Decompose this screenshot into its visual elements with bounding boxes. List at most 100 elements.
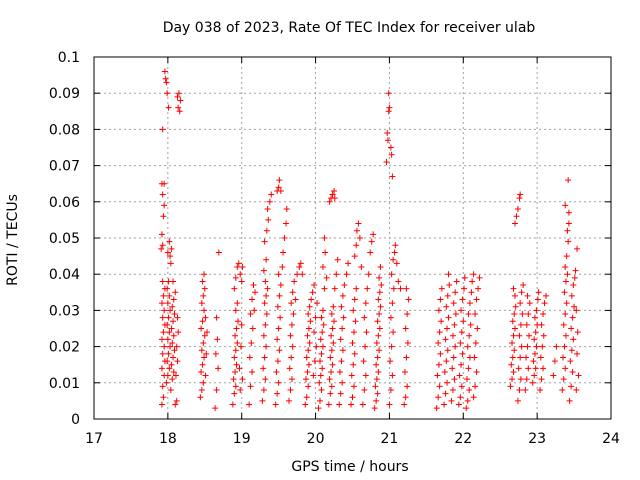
data-point <box>171 311 178 318</box>
data-point <box>231 285 238 292</box>
data-point <box>322 249 329 256</box>
data-point <box>247 383 254 390</box>
data-point <box>450 354 457 361</box>
data-point <box>329 361 336 368</box>
data-point <box>436 329 443 336</box>
data-point <box>516 332 523 339</box>
data-point <box>161 202 168 209</box>
data-point <box>374 354 381 361</box>
data-point <box>304 332 311 339</box>
data-point <box>465 365 472 372</box>
y-tick-label: 0.07 <box>49 159 80 175</box>
data-point <box>509 339 516 346</box>
data-point <box>466 332 473 339</box>
data-point <box>158 300 165 307</box>
data-point <box>168 245 175 252</box>
data-point <box>279 263 286 270</box>
data-point <box>517 376 524 383</box>
data-point <box>203 350 210 357</box>
data-point <box>538 376 545 383</box>
data-point <box>550 372 557 379</box>
data-point <box>445 314 452 321</box>
data-point <box>164 90 171 97</box>
data-point <box>277 314 284 321</box>
data-point <box>524 292 531 299</box>
data-point <box>315 405 322 412</box>
data-point <box>561 343 568 350</box>
data-point <box>170 278 177 285</box>
data-point <box>507 383 514 390</box>
data-point <box>387 387 394 394</box>
data-point <box>390 256 397 263</box>
data-point <box>351 253 358 260</box>
data-point <box>198 325 205 332</box>
data-point <box>276 347 283 354</box>
data-point <box>377 303 384 310</box>
data-point <box>289 289 296 296</box>
data-point <box>568 383 575 390</box>
data-point <box>376 347 383 354</box>
data-point <box>252 289 259 296</box>
data-point <box>326 198 333 205</box>
data-point <box>401 401 408 408</box>
data-point <box>444 325 451 332</box>
data-point <box>328 368 335 375</box>
data-point <box>288 321 295 328</box>
data-point <box>317 358 324 365</box>
data-point <box>161 307 168 314</box>
data-point <box>449 387 456 394</box>
data-point <box>520 282 527 289</box>
data-point <box>458 361 465 368</box>
data-point <box>389 372 396 379</box>
data-point <box>372 383 379 390</box>
data-point <box>329 191 336 198</box>
data-point <box>299 271 306 278</box>
data-point <box>565 177 572 184</box>
data-point <box>233 325 240 332</box>
data-point <box>373 339 380 346</box>
data-point <box>403 354 410 361</box>
data-point <box>376 325 383 332</box>
data-point <box>517 354 524 361</box>
data-point <box>263 343 270 350</box>
data-point <box>247 311 254 318</box>
data-point <box>441 368 448 375</box>
data-point <box>509 354 516 361</box>
data-point <box>460 318 467 325</box>
data-point <box>331 195 338 202</box>
data-point <box>215 365 222 372</box>
data-point <box>229 401 236 408</box>
data-point <box>364 285 371 292</box>
data-point <box>568 347 575 354</box>
data-point <box>523 321 530 328</box>
data-point <box>348 372 355 379</box>
data-point <box>339 379 346 386</box>
data-point <box>291 278 298 285</box>
data-point <box>262 376 269 383</box>
data-point <box>329 325 336 332</box>
data-point <box>311 282 318 289</box>
data-point <box>459 296 466 303</box>
data-point <box>319 343 326 350</box>
x-tick-labels: 17 18 19 20 21 22 23 24 <box>85 431 620 447</box>
data-point <box>167 387 174 394</box>
data-point <box>263 256 270 263</box>
data-point <box>568 325 575 332</box>
data-point <box>515 365 522 372</box>
data-point <box>232 368 239 375</box>
data-point <box>311 329 318 336</box>
data-point <box>533 343 540 350</box>
data-point <box>443 358 450 365</box>
data-point <box>159 314 166 321</box>
data-point <box>350 307 357 314</box>
data-point <box>373 397 380 404</box>
data-point <box>458 383 465 390</box>
data-point <box>170 354 177 361</box>
data-point <box>360 358 367 365</box>
data-point <box>509 318 516 325</box>
data-point <box>471 354 478 361</box>
data-point <box>464 397 471 404</box>
data-point <box>319 307 326 314</box>
data-point <box>302 376 309 383</box>
data-point <box>173 397 180 404</box>
